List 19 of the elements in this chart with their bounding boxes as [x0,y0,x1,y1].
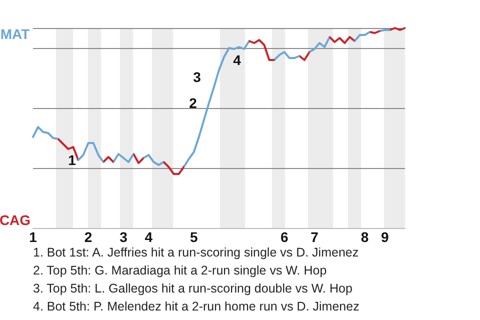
text: MAT [0,26,30,42]
x-tick-label: 3 [120,229,128,245]
x-tick-label: 1 [29,229,38,245]
annotation: 2 [189,95,198,111]
text: CAG [0,212,31,228]
annotation: 4 [233,52,242,68]
x-tick-label: 4 [144,229,153,245]
x-tick-label: 6 [280,229,288,245]
text: 4. Bot 5th: P. Melendez hit a 2-run home run vs D. Jimenez [33,300,360,314]
text: 1. Bot 1st: A. Jeffries hit a run-scoring single vs D. Jimenez [33,246,359,260]
x-tick-label: 5 [190,229,198,245]
x-tick-label: 9 [380,229,389,245]
annotation: 3 [193,69,202,85]
text: 2. Top 5th: G. Maradiaga hit a 2-run single vs W. Hop [33,264,327,278]
x-tick-label: 8 [360,229,369,245]
annotation: 1 [68,152,76,168]
text: 3. Top 5th: L. Gallegos hit a run-scoring double vs W. Hop [33,282,352,296]
x-tick-label: 2 [84,229,92,245]
x-tick-label: 7 [310,229,319,245]
